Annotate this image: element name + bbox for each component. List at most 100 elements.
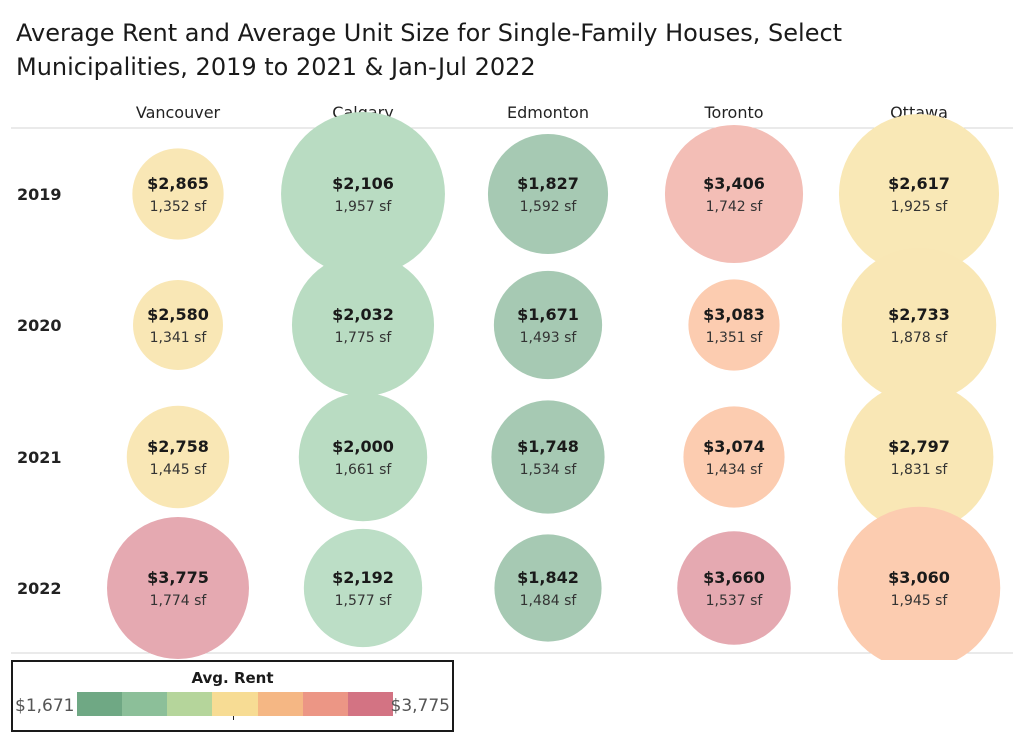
legend-color-ramp xyxy=(77,692,393,716)
bubble-toronto-2021[interactable]: $3,074 1,434 sf xyxy=(683,406,785,508)
rent-label: $2,000 xyxy=(332,437,394,456)
unit-size-label: 1,925 sf xyxy=(891,199,949,215)
bubble-circle[interactable] xyxy=(664,124,804,264)
rent-label: $2,733 xyxy=(888,305,950,324)
bubble-circle[interactable] xyxy=(844,382,994,532)
bubble-circle[interactable] xyxy=(493,270,603,380)
column-label-edmonton: Edmonton xyxy=(507,103,589,122)
unit-size-label: 1,661 sf xyxy=(335,462,393,478)
unit-size-label: 1,484 sf xyxy=(520,593,578,609)
bubble-vancouver-2021[interactable]: $2,758 1,445 sf xyxy=(126,405,230,509)
rent-label: $3,660 xyxy=(703,568,765,587)
legend-min-label: $1,671 xyxy=(15,696,75,716)
bubble-calgary-2020[interactable]: $2,032 1,775 sf xyxy=(291,253,435,397)
bubble-calgary-2019[interactable]: $2,106 1,957 sf xyxy=(281,112,445,276)
rent-label: $3,406 xyxy=(703,174,765,193)
bubble-circle[interactable] xyxy=(683,406,785,508)
rent-label: $1,748 xyxy=(517,437,579,456)
legend-title: Avg. Rent xyxy=(191,669,274,687)
unit-size-label: 1,341 sf xyxy=(150,330,208,346)
rent-label: $2,580 xyxy=(147,305,209,324)
bubble-ottawa-2022[interactable]: $3,060 1,945 sf xyxy=(837,506,1001,660)
bubble-toronto-2022[interactable]: $3,660 1,537 sf xyxy=(677,531,791,645)
legend-max-label: $3,775 xyxy=(390,696,450,716)
chart-title: Average Rent and Average Unit Size for S… xyxy=(16,19,843,81)
bubble-edmonton-2021[interactable]: $1,748 1,534 sf xyxy=(491,400,605,514)
unit-size-label: 1,878 sf xyxy=(891,330,949,346)
rent-label: $2,865 xyxy=(147,174,209,193)
legend-swatch-1 xyxy=(77,692,123,716)
bubble-circle[interactable] xyxy=(298,392,428,522)
unit-size-label: 1,537 sf xyxy=(706,593,764,609)
legend-swatch-6 xyxy=(302,692,348,716)
legend-swatch-7 xyxy=(347,692,393,716)
bubble-circle[interactable] xyxy=(303,528,423,648)
row-label-2022: 2022 xyxy=(17,579,62,598)
unit-size-label: 1,534 sf xyxy=(520,462,578,478)
bubble-circle[interactable] xyxy=(132,148,224,240)
unit-size-label: 1,434 sf xyxy=(706,462,764,478)
bubble-ottawa-2019[interactable]: $2,617 1,925 sf xyxy=(838,113,1000,275)
legend-swatch-2 xyxy=(122,692,168,716)
unit-size-label: 1,592 sf xyxy=(520,199,578,215)
bubble-toronto-2019[interactable]: $3,406 1,742 sf xyxy=(664,124,804,264)
bubble-circle[interactable] xyxy=(841,247,997,403)
bubble-vancouver-2019[interactable]: $2,865 1,352 sf xyxy=(132,148,224,240)
rent-label: $2,758 xyxy=(147,437,209,456)
bubble-circle[interactable] xyxy=(688,279,780,371)
unit-size-label: 1,577 sf xyxy=(335,593,393,609)
bubble-circle[interactable] xyxy=(677,531,791,645)
bubble-circle[interactable] xyxy=(291,253,435,397)
rent-label: $2,797 xyxy=(888,437,950,456)
unit-size-label: 1,775 sf xyxy=(335,330,393,346)
bubble-circle[interactable] xyxy=(837,506,1001,660)
rent-label: $1,827 xyxy=(517,174,579,193)
legend-swatch-5 xyxy=(257,692,303,716)
rent-label: $3,060 xyxy=(888,568,950,587)
unit-size-label: 1,945 sf xyxy=(891,593,949,609)
unit-size-label: 1,831 sf xyxy=(891,462,949,478)
bubble-circle[interactable] xyxy=(487,133,609,255)
rent-label: $1,842 xyxy=(517,568,579,587)
bubble-circle[interactable] xyxy=(494,534,602,642)
column-label-toronto: Toronto xyxy=(703,103,763,122)
row-label-2019: 2019 xyxy=(17,185,62,204)
row-label-2021: 2021 xyxy=(17,448,62,467)
rent-label: $1,671 xyxy=(517,305,579,324)
rent-label: $2,106 xyxy=(332,174,394,193)
bubble-calgary-2022[interactable]: $2,192 1,577 sf xyxy=(303,528,423,648)
color-legend: Avg. Rent $1,671 $3,775 xyxy=(11,660,454,732)
bubble-circle[interactable] xyxy=(491,400,605,514)
unit-size-label: 1,957 sf xyxy=(335,199,393,215)
bubble-toronto-2020[interactable]: $3,083 1,351 sf xyxy=(688,279,780,371)
unit-size-label: 1,352 sf xyxy=(150,199,208,215)
unit-size-label: 1,351 sf xyxy=(706,330,764,346)
rent-label: $2,192 xyxy=(332,568,394,587)
row-label-2020: 2020 xyxy=(17,316,62,335)
bubble-circle[interactable] xyxy=(281,112,445,276)
bubble-circle[interactable] xyxy=(126,405,230,509)
legend-swatch-4 xyxy=(212,692,258,716)
rent-label: $2,617 xyxy=(888,174,950,193)
bubble-vancouver-2022[interactable]: $3,775 1,774 sf xyxy=(107,517,249,659)
bubble-ottawa-2021[interactable]: $2,797 1,831 sf xyxy=(844,382,994,532)
bubble-circle[interactable] xyxy=(838,113,1000,275)
legend-swatch-3 xyxy=(167,692,213,716)
bubble-vancouver-2020[interactable]: $2,580 1,341 sf xyxy=(133,280,223,370)
bubble-circle[interactable] xyxy=(133,280,223,370)
bubble-edmonton-2022[interactable]: $1,842 1,484 sf xyxy=(494,534,602,642)
bubble-ottawa-2020[interactable]: $2,733 1,878 sf xyxy=(841,247,997,403)
legend-tick xyxy=(233,716,234,720)
rent-label: $3,074 xyxy=(703,437,765,456)
unit-size-label: 1,493 sf xyxy=(520,330,578,346)
bubble-circle[interactable] xyxy=(107,517,249,659)
unit-size-label: 1,742 sf xyxy=(706,199,764,215)
bubble-edmonton-2020[interactable]: $1,671 1,493 sf xyxy=(493,270,603,380)
bubble-calgary-2021[interactable]: $2,000 1,661 sf xyxy=(298,392,428,522)
rent-label: $3,083 xyxy=(703,305,765,324)
unit-size-label: 1,774 sf xyxy=(150,593,208,609)
rent-label: $3,775 xyxy=(147,568,209,587)
unit-size-label: 1,445 sf xyxy=(150,462,208,478)
column-label-vancouver: Vancouver xyxy=(136,103,221,122)
bubble-edmonton-2019[interactable]: $1,827 1,592 sf xyxy=(487,133,609,255)
